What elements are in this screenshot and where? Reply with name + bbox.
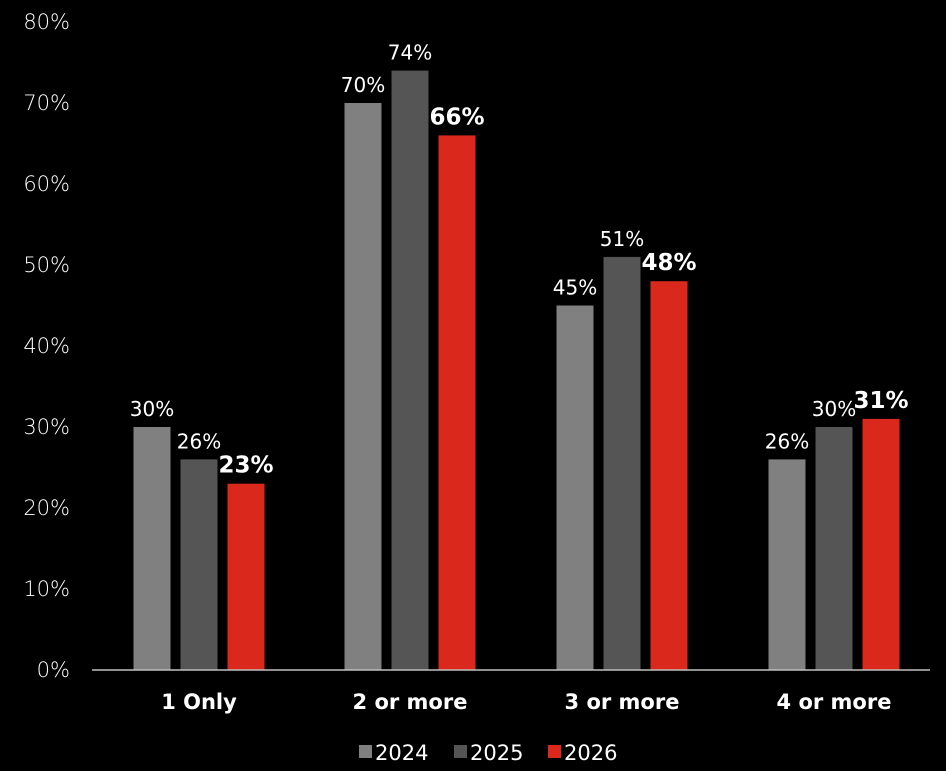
data-label: 23%	[218, 453, 273, 479]
bar-2026	[650, 281, 688, 670]
bar-2024	[133, 427, 171, 670]
x-category-label: 1 Only	[161, 690, 237, 714]
bar-2026	[227, 483, 265, 670]
data-label: 31%	[853, 388, 908, 414]
data-label: 30%	[812, 397, 856, 421]
x-category-label: 3 or more	[565, 690, 680, 714]
bar-2026	[438, 135, 476, 670]
legend-swatch	[359, 745, 372, 758]
data-label: 70%	[341, 73, 385, 97]
y-tick-label: 20%	[23, 496, 70, 520]
y-tick-label: 50%	[23, 253, 70, 277]
bar-2025	[180, 459, 218, 670]
legend-label: 2024	[375, 741, 428, 765]
legend: 2024 2025 2026	[359, 741, 617, 765]
x-category-label: 4 or more	[777, 690, 892, 714]
bar-2024	[556, 305, 594, 670]
y-tick-label: 70%	[23, 91, 70, 115]
data-label: 26%	[765, 429, 809, 453]
bar-2026	[862, 418, 900, 670]
bar-2025	[815, 427, 853, 670]
bar-2024	[768, 459, 806, 670]
legend-label: 2025	[470, 741, 523, 765]
y-tick-label: 80%	[23, 10, 70, 34]
x-category-label: 2 or more	[353, 690, 468, 714]
y-tick-label: 30%	[23, 415, 70, 439]
data-label: 48%	[641, 250, 696, 276]
bar-2024	[344, 103, 382, 670]
x-axis: 1 Only 2 or more 3 or more 4 or more	[161, 690, 891, 714]
bar-2025	[603, 256, 641, 670]
y-tick-label: 60%	[23, 172, 70, 196]
data-label: 74%	[388, 41, 432, 65]
y-tick-label: 40%	[23, 334, 70, 358]
y-tick-label: 10%	[23, 577, 70, 601]
value-labels-group: 30%26%23%70%74%66%45%51%48%26%30%31%	[130, 41, 909, 479]
legend-label: 2026	[564, 741, 617, 765]
y-axis: 0% 10% 20% 30% 40% 50% 60% 70% 80%	[23, 10, 70, 682]
bar-2025	[391, 70, 429, 671]
bars-group	[133, 70, 900, 671]
legend-swatch	[454, 745, 467, 758]
data-label: 51%	[600, 227, 644, 251]
legend-swatch	[548, 745, 561, 758]
data-label: 45%	[553, 276, 597, 300]
y-tick-label: 0%	[37, 658, 70, 682]
data-label: 26%	[177, 429, 221, 453]
data-label: 30%	[130, 397, 174, 421]
data-label: 66%	[429, 104, 484, 130]
